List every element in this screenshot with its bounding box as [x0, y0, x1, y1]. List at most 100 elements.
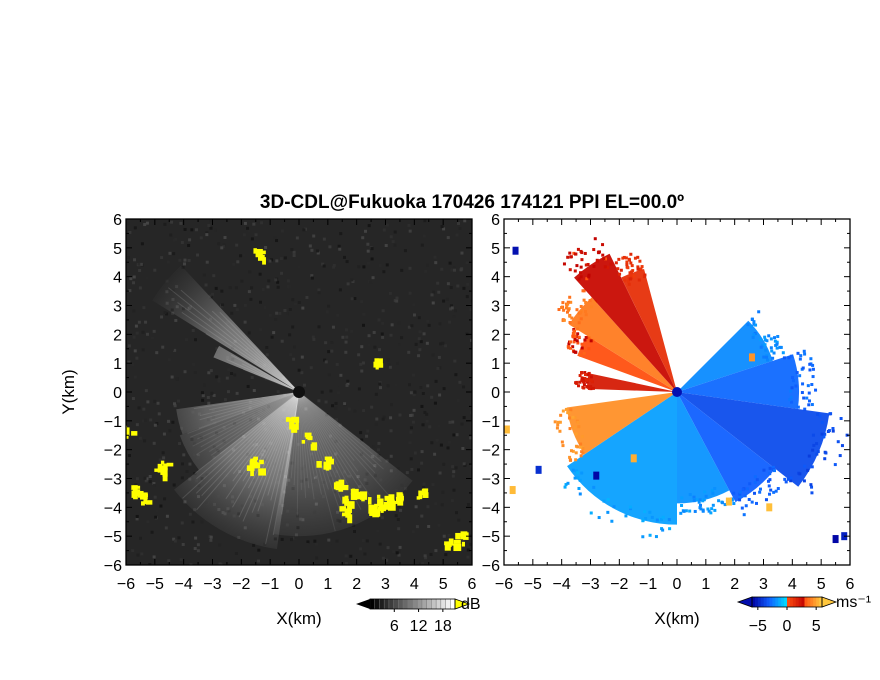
noise-cell — [288, 307, 292, 311]
velocity-pixel — [798, 374, 802, 378]
velocity-pixel — [577, 425, 581, 429]
noise-cell — [371, 276, 375, 280]
velocity-pixel — [561, 444, 565, 448]
noise-cell — [441, 490, 445, 494]
noise-cell — [461, 539, 465, 543]
high-intensity-clutter — [340, 484, 349, 491]
x-tick-label: 5 — [817, 576, 826, 593]
velocity-pixel — [637, 278, 641, 282]
velocity-pixel — [667, 518, 671, 522]
noise-cell — [327, 373, 331, 377]
noise-cell — [359, 362, 363, 366]
noise-cell — [289, 353, 293, 357]
noise-cell — [185, 338, 189, 342]
velocity-pixel — [590, 305, 594, 309]
noise-cell — [423, 554, 427, 558]
velocity-pixel — [591, 386, 595, 390]
velocity-pixel — [762, 355, 766, 359]
noise-cell — [193, 547, 197, 551]
colorbar-segment — [421, 599, 428, 609]
velocity-pixel — [768, 466, 772, 470]
noise-cell — [420, 243, 424, 247]
y-tick-label: 4 — [491, 270, 500, 287]
noise-cell — [217, 377, 221, 381]
velocity-pixel — [587, 335, 591, 339]
noise-cell — [413, 390, 417, 394]
noise-cell — [469, 436, 472, 440]
noise-cell — [317, 325, 321, 329]
noise-cell — [153, 268, 157, 272]
noise-cell — [419, 386, 423, 390]
velocity-pixel — [818, 414, 822, 418]
noise-cell — [365, 434, 369, 438]
noise-cell — [436, 366, 440, 370]
noise-cell — [344, 561, 348, 565]
velocity-pixel — [769, 346, 773, 350]
colorbar-segment — [426, 599, 432, 609]
noise-cell — [310, 248, 314, 252]
noise-cell — [469, 307, 472, 311]
noise-cell — [407, 223, 411, 227]
velocity-pixel — [831, 429, 835, 433]
noise-cell — [388, 291, 392, 295]
velocity-pixel — [809, 483, 813, 487]
velocity-pixel — [765, 339, 769, 343]
noise-cell — [270, 258, 274, 262]
high-intensity-clutter — [348, 501, 354, 507]
noise-cell — [265, 353, 269, 357]
velocity-pixel — [578, 478, 582, 482]
velocity-pixel — [750, 318, 754, 322]
noise-cell — [170, 347, 174, 351]
noise-cell — [412, 408, 416, 412]
high-intensity-clutter — [132, 489, 141, 497]
velocity-pixel — [562, 308, 566, 312]
velocity-sector — [569, 297, 677, 392]
noise-cell — [412, 303, 416, 307]
noise-cell — [460, 251, 464, 255]
noise-cell — [459, 268, 463, 272]
noise-cell — [172, 238, 176, 242]
noise-cell — [398, 413, 402, 417]
intensity-ray — [298, 391, 307, 499]
noise-cell — [410, 324, 414, 328]
noise-cell — [408, 229, 412, 233]
noise-cell — [370, 405, 374, 409]
noise-cell — [362, 265, 366, 269]
noise-cell — [246, 226, 250, 230]
noise-cell — [196, 253, 200, 257]
velocity-pixel — [583, 338, 587, 342]
velocity-pixel — [752, 322, 756, 326]
velocity-pixel — [644, 517, 648, 521]
intensity-ray — [177, 302, 300, 393]
noise-cell — [358, 397, 362, 401]
noise-cell — [247, 229, 251, 233]
velocity-pixel — [595, 258, 599, 262]
noise-cell — [254, 233, 258, 237]
noise-cell — [127, 454, 131, 458]
high-intensity-clutter — [126, 433, 129, 439]
velocity-pixel — [576, 327, 580, 331]
velocity-pixel — [810, 491, 814, 495]
noise-cell — [395, 296, 399, 300]
intensity-ray — [209, 391, 300, 453]
noise-cell — [332, 263, 336, 267]
velocity-pixel — [839, 417, 843, 421]
velocity-pixel — [755, 478, 759, 482]
noise-cell — [388, 365, 392, 369]
velocity-pixel — [567, 342, 571, 346]
noise-cell — [286, 279, 290, 283]
noise-cell — [208, 294, 212, 298]
y-tick-label: 3 — [491, 299, 500, 316]
velocity-pixel — [581, 377, 585, 381]
velocity-sector — [677, 392, 830, 487]
velocity-sector — [677, 392, 730, 504]
velocity-speck — [766, 503, 773, 512]
noise-cell — [170, 375, 174, 379]
y-tick-label: 1 — [113, 356, 122, 373]
noise-cell — [239, 254, 243, 258]
noise-cell — [470, 299, 472, 303]
noise-cell — [375, 417, 379, 421]
colorbar-segment — [807, 597, 811, 607]
noise-cell — [437, 355, 441, 359]
noise-cell — [214, 286, 218, 290]
